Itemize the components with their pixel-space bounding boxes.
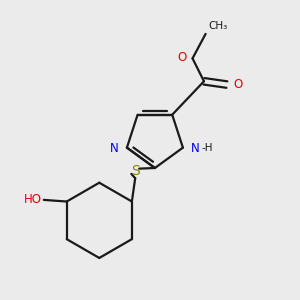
Text: N: N — [191, 142, 200, 155]
Text: O: O — [233, 78, 243, 91]
Text: HO: HO — [24, 194, 42, 206]
Text: -H: -H — [202, 143, 213, 153]
Text: CH₃: CH₃ — [208, 21, 227, 31]
Text: S: S — [131, 164, 140, 178]
Text: O: O — [177, 51, 187, 64]
Text: N: N — [110, 142, 119, 155]
